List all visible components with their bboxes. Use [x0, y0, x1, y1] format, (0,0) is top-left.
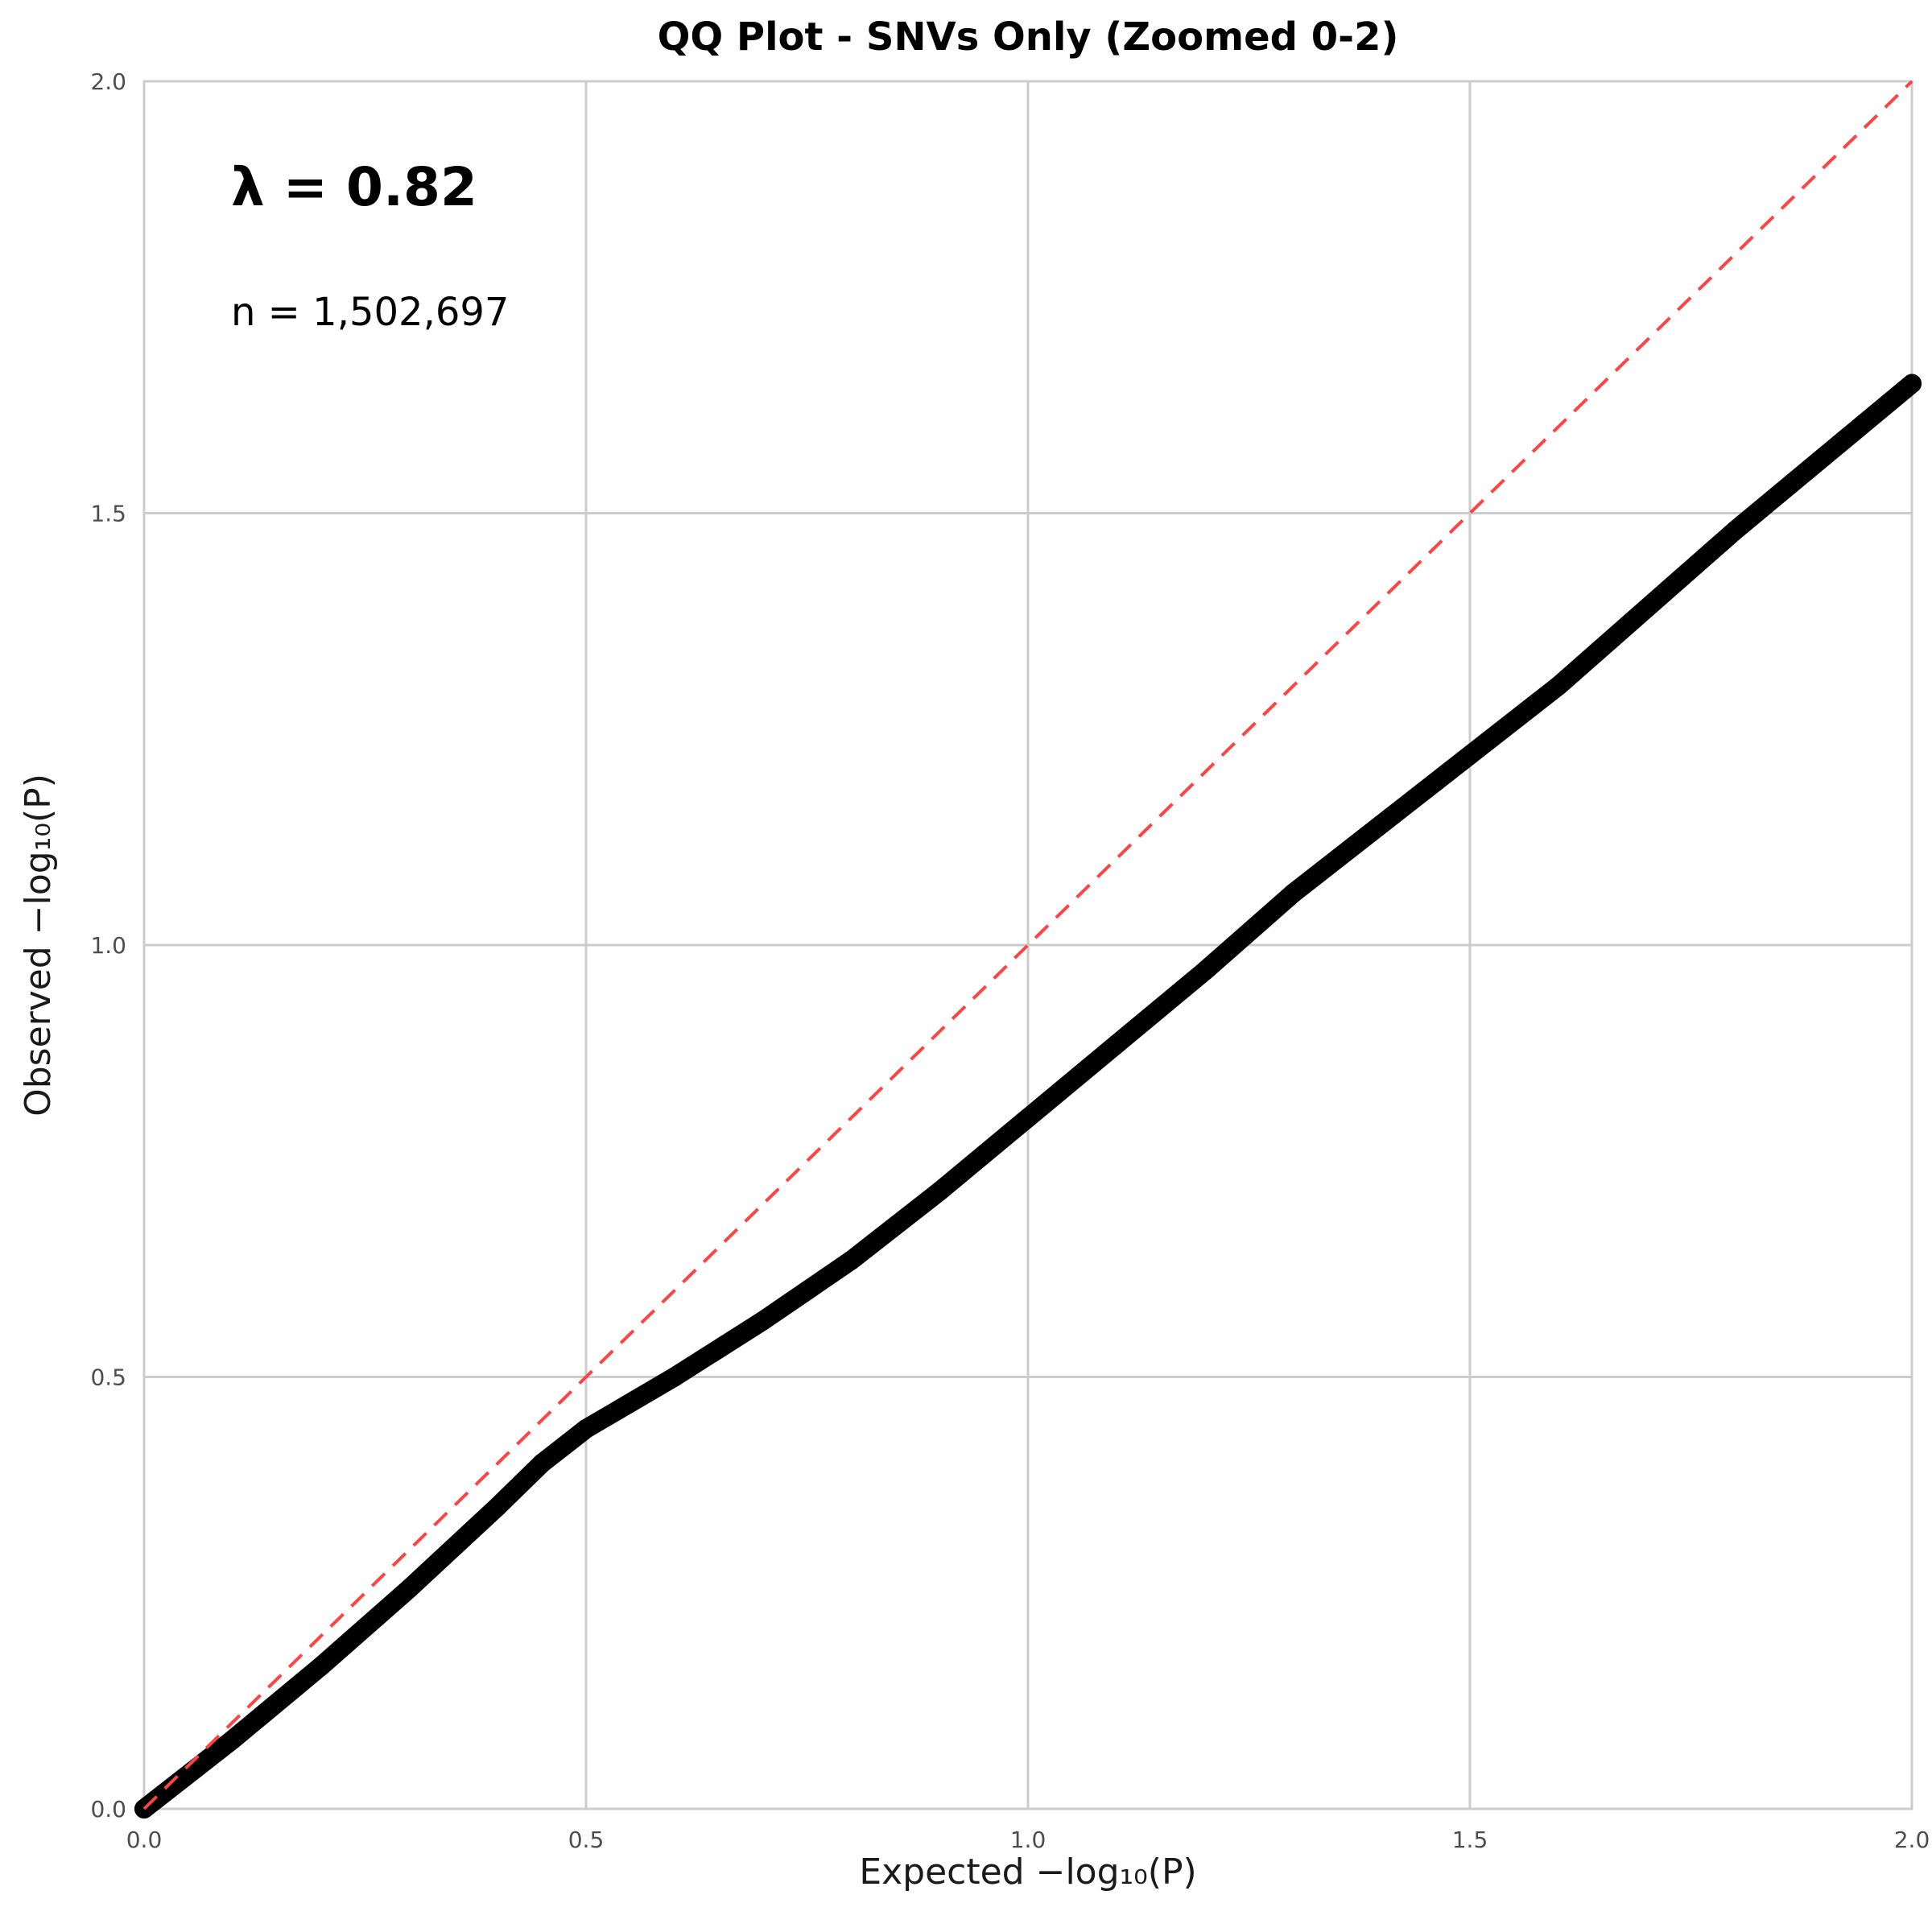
y-tick-label: 2.0	[90, 68, 126, 95]
x-tick-label: 1.5	[1452, 1827, 1488, 1853]
x-axis-label: Expected −log₁₀(P)	[859, 1852, 1196, 1893]
y-tick-labels: 0.0 0.5 1.0 1.5 2.0	[90, 68, 126, 1823]
chart-title: QQ Plot - SNVs Only (Zoomed 0-2)	[658, 14, 1399, 60]
qq-point	[753, 1311, 773, 1331]
qq-point	[841, 1250, 861, 1270]
qq-point	[1548, 676, 1568, 696]
y-tick-label: 1.0	[90, 932, 126, 959]
x-tick-labels: 0.0 0.5 1.0 1.5 2.0	[126, 1827, 1930, 1853]
qq-point	[1814, 447, 1834, 467]
qq-point	[311, 1656, 331, 1676]
qq-point	[930, 1181, 950, 1201]
qq-point	[532, 1453, 552, 1473]
n-annotation: n = 1,502,697	[231, 290, 509, 335]
qq-point	[1283, 883, 1303, 903]
qq-point	[1902, 374, 1922, 394]
qq-point	[664, 1367, 684, 1387]
reference-diagonal-line	[142, 80, 1913, 1810]
y-tick-label: 1.5	[90, 501, 126, 527]
y-tick-label: 0.0	[90, 1796, 126, 1823]
data-layer	[134, 80, 1922, 1818]
qq-point	[488, 1496, 508, 1517]
qq-point	[1460, 745, 1480, 765]
y-axis-label: Observed −log₁₀(P)	[18, 774, 59, 1117]
qq-points-series	[134, 374, 1922, 1818]
qq-point	[1195, 961, 1215, 981]
x-tick-label: 0.0	[126, 1827, 163, 1853]
qq-point	[1018, 1108, 1038, 1128]
y-tick-label: 0.5	[90, 1364, 126, 1391]
lambda-annotation: λ = 0.82	[231, 156, 477, 218]
qq-point	[1725, 520, 1745, 540]
qq-point	[399, 1579, 419, 1599]
x-tick-label: 2.0	[1894, 1827, 1930, 1853]
qq-point	[1106, 1034, 1126, 1055]
x-tick-label: 1.0	[1010, 1827, 1046, 1853]
x-tick-label: 0.5	[568, 1827, 605, 1853]
plot-frame	[142, 80, 1913, 1810]
qq-point	[576, 1418, 596, 1439]
qq-point	[1637, 598, 1657, 618]
qq-point	[1372, 814, 1392, 834]
qq-point	[222, 1730, 242, 1750]
